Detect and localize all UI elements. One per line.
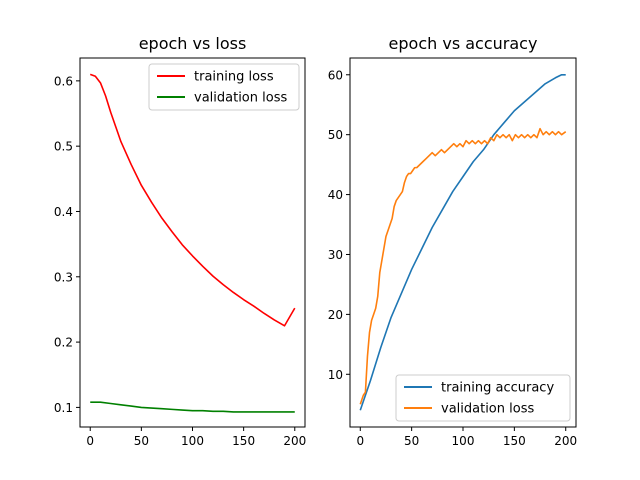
x-tick-label: 150 (232, 434, 255, 448)
x-tick-label: 0 (86, 434, 94, 448)
legend-label: training loss (194, 70, 274, 85)
y-tick-label: 50 (328, 128, 343, 142)
axes-frame (349, 57, 577, 428)
y-tick-label: 0.3 (54, 270, 73, 284)
legend-label: training accuracy (441, 381, 554, 396)
series-line-validation-loss (90, 401, 295, 413)
chart-1: epoch vs loss 0 50 100 150 200 0.1 0.2 0.3 0.4 0.5… (54, 34, 306, 448)
y-tick-label: 60 (328, 68, 343, 82)
y-tick-label: 0.6 (54, 74, 73, 88)
y-tick-label: 10 (328, 368, 343, 382)
axes-frame (79, 57, 306, 428)
x-tick-label: 0 (356, 434, 364, 448)
series-line-training-accuracy (359, 73, 566, 411)
x-tick-label: 50 (134, 434, 149, 448)
y-tick-label: 0.2 (54, 336, 73, 350)
x-tick-label: 200 (554, 434, 577, 448)
legend-label: validation loss (194, 91, 287, 106)
x-tick-label: 100 (452, 434, 475, 448)
series-line-training-loss (89, 73, 296, 327)
y-tick-label: 20 (328, 308, 343, 322)
legend-label: validation loss (441, 402, 534, 417)
y-tick-label: 0.4 (54, 205, 73, 219)
y-tick-label: 30 (328, 248, 343, 262)
legend-box (395, 374, 571, 422)
legend-box (148, 63, 300, 111)
x-tick-label: 200 (283, 434, 306, 448)
legend: training loss validation loss (148, 63, 300, 111)
x-tick-label: 50 (404, 434, 419, 448)
x-tick-label: 100 (181, 434, 204, 448)
chart-title: epoch vs accuracy (389, 34, 538, 53)
y-tick-label: 0.5 (54, 140, 73, 154)
y-tick-label: 40 (328, 188, 343, 202)
x-tick-label: 150 (503, 434, 526, 448)
chart-2: epoch vs accuracy 0 50 100 150 200 10 20 30 40 50 6… (328, 34, 577, 448)
legend: training accuracy validation loss (395, 374, 571, 422)
series-line-validation-loss (359, 127, 567, 405)
y-tick-label: 0.1 (54, 401, 73, 415)
chart-title: epoch vs loss (139, 34, 247, 53)
